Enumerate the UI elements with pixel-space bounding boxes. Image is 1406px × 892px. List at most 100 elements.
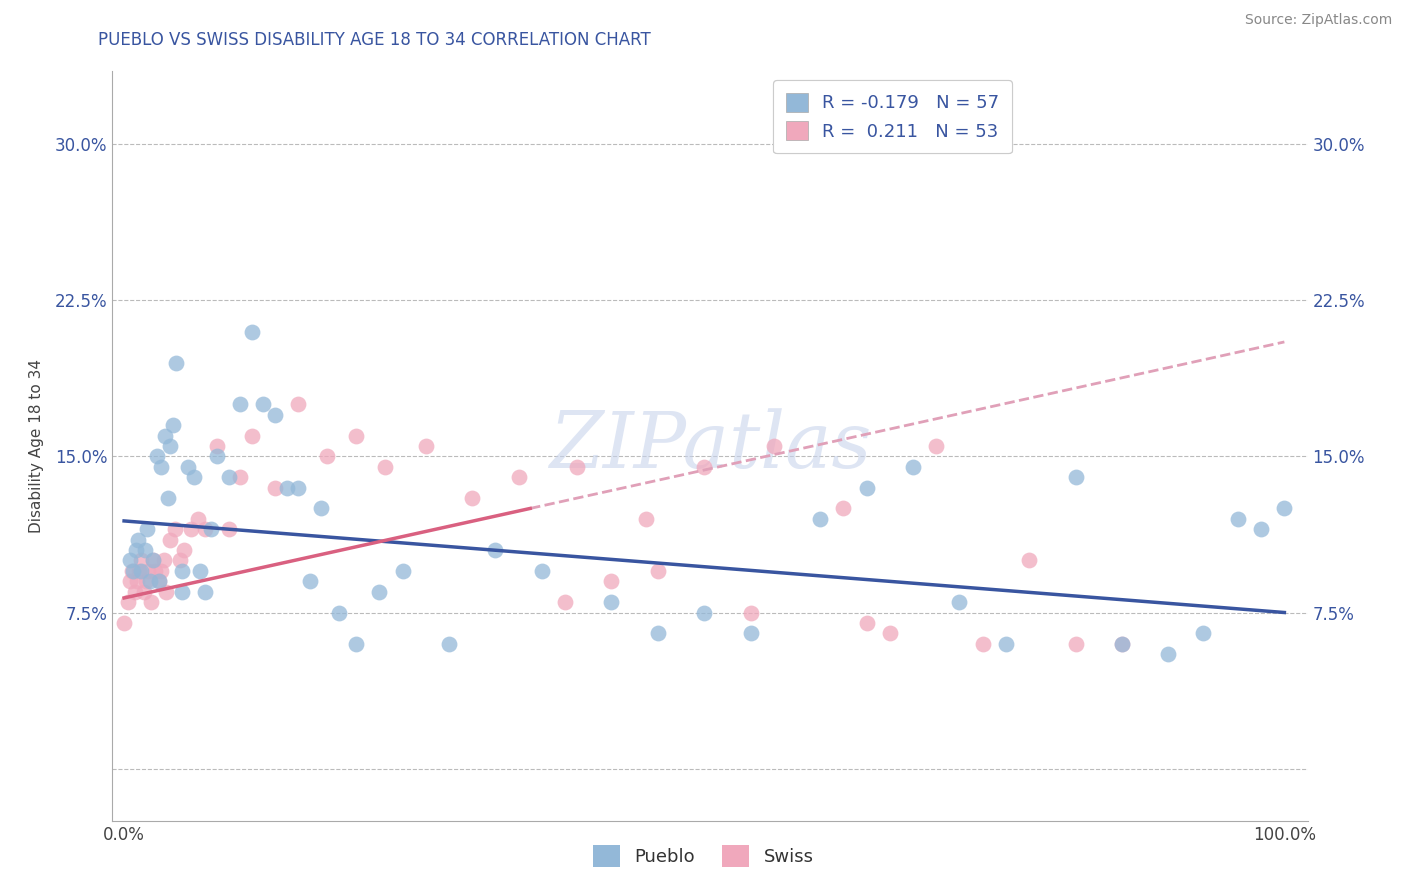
Text: Source: ZipAtlas.com: Source: ZipAtlas.com bbox=[1244, 13, 1392, 28]
Point bbox=[647, 564, 669, 578]
Point bbox=[1250, 522, 1272, 536]
Point bbox=[855, 481, 877, 495]
Point bbox=[925, 439, 948, 453]
Point bbox=[276, 481, 298, 495]
Point bbox=[1064, 470, 1087, 484]
Point bbox=[600, 574, 623, 589]
Point bbox=[1018, 553, 1040, 567]
Point bbox=[145, 564, 167, 578]
Point bbox=[437, 637, 460, 651]
Point bbox=[118, 553, 141, 567]
Point bbox=[152, 553, 174, 567]
Point bbox=[112, 615, 135, 630]
Point bbox=[172, 584, 194, 599]
Point bbox=[194, 584, 217, 599]
Legend: Pueblo, Swiss: Pueblo, Swiss bbox=[585, 838, 821, 874]
Point bbox=[762, 439, 785, 453]
Point bbox=[205, 450, 228, 464]
Point bbox=[173, 543, 195, 558]
Point bbox=[808, 512, 831, 526]
Point bbox=[855, 615, 877, 630]
Point bbox=[180, 522, 202, 536]
Point bbox=[135, 574, 157, 589]
Point bbox=[128, 564, 150, 578]
Point bbox=[121, 564, 143, 578]
Point bbox=[1111, 637, 1133, 651]
Point bbox=[145, 450, 167, 464]
Text: PUEBLO VS SWISS DISABILITY AGE 18 TO 34 CORRELATION CHART: PUEBLO VS SWISS DISABILITY AGE 18 TO 34 … bbox=[98, 31, 651, 49]
Point bbox=[142, 553, 165, 567]
Point bbox=[132, 584, 155, 599]
Legend: R = -0.179   N = 57, R =  0.211   N = 53: R = -0.179 N = 57, R = 0.211 N = 53 bbox=[773, 80, 1012, 153]
Point bbox=[194, 522, 217, 536]
Point bbox=[693, 459, 716, 474]
Point bbox=[165, 356, 187, 370]
Point bbox=[693, 606, 716, 620]
Point bbox=[994, 637, 1017, 651]
Point bbox=[832, 501, 855, 516]
Point bbox=[125, 543, 148, 558]
Point bbox=[218, 522, 240, 536]
Point bbox=[240, 325, 263, 339]
Point bbox=[311, 501, 333, 516]
Point bbox=[328, 606, 350, 620]
Point bbox=[148, 574, 170, 589]
Point bbox=[150, 564, 173, 578]
Point bbox=[740, 626, 762, 640]
Point bbox=[127, 533, 149, 547]
Point bbox=[1272, 501, 1295, 516]
Point bbox=[740, 606, 762, 620]
Point bbox=[155, 584, 177, 599]
Point bbox=[901, 459, 924, 474]
Point bbox=[600, 595, 623, 609]
Point bbox=[1226, 512, 1249, 526]
Point bbox=[159, 533, 181, 547]
Point bbox=[200, 522, 222, 536]
Point bbox=[484, 543, 506, 558]
Point bbox=[138, 564, 160, 578]
Point bbox=[153, 428, 176, 442]
Point bbox=[218, 470, 240, 484]
Point bbox=[187, 512, 209, 526]
Point bbox=[118, 574, 141, 589]
Point bbox=[391, 564, 413, 578]
Point bbox=[1064, 637, 1087, 651]
Point bbox=[229, 397, 252, 411]
Point bbox=[264, 481, 287, 495]
Point bbox=[117, 595, 139, 609]
Point bbox=[287, 397, 309, 411]
Point bbox=[142, 553, 165, 567]
Point bbox=[461, 491, 484, 505]
Point bbox=[316, 450, 339, 464]
Point bbox=[344, 637, 367, 651]
Point bbox=[374, 459, 396, 474]
Point bbox=[948, 595, 970, 609]
Point bbox=[159, 439, 181, 453]
Point bbox=[124, 584, 146, 599]
Point bbox=[415, 439, 437, 453]
Point bbox=[188, 564, 211, 578]
Point bbox=[136, 522, 159, 536]
Point bbox=[972, 637, 994, 651]
Point bbox=[138, 574, 160, 589]
Point bbox=[177, 459, 200, 474]
Point bbox=[252, 397, 274, 411]
Point bbox=[169, 553, 191, 567]
Point bbox=[183, 470, 205, 484]
Point bbox=[134, 543, 156, 558]
Point bbox=[344, 428, 367, 442]
Point bbox=[205, 439, 228, 453]
Point bbox=[125, 574, 148, 589]
Point bbox=[636, 512, 658, 526]
Point bbox=[508, 470, 530, 484]
Point bbox=[157, 491, 180, 505]
Point bbox=[287, 481, 309, 495]
Point bbox=[122, 564, 145, 578]
Point bbox=[647, 626, 669, 640]
Point bbox=[240, 428, 263, 442]
Y-axis label: Disability Age 18 to 34: Disability Age 18 to 34 bbox=[30, 359, 44, 533]
Text: ZIPatlas: ZIPatlas bbox=[548, 408, 872, 484]
Point bbox=[879, 626, 901, 640]
Point bbox=[165, 522, 187, 536]
Point bbox=[1157, 647, 1180, 661]
